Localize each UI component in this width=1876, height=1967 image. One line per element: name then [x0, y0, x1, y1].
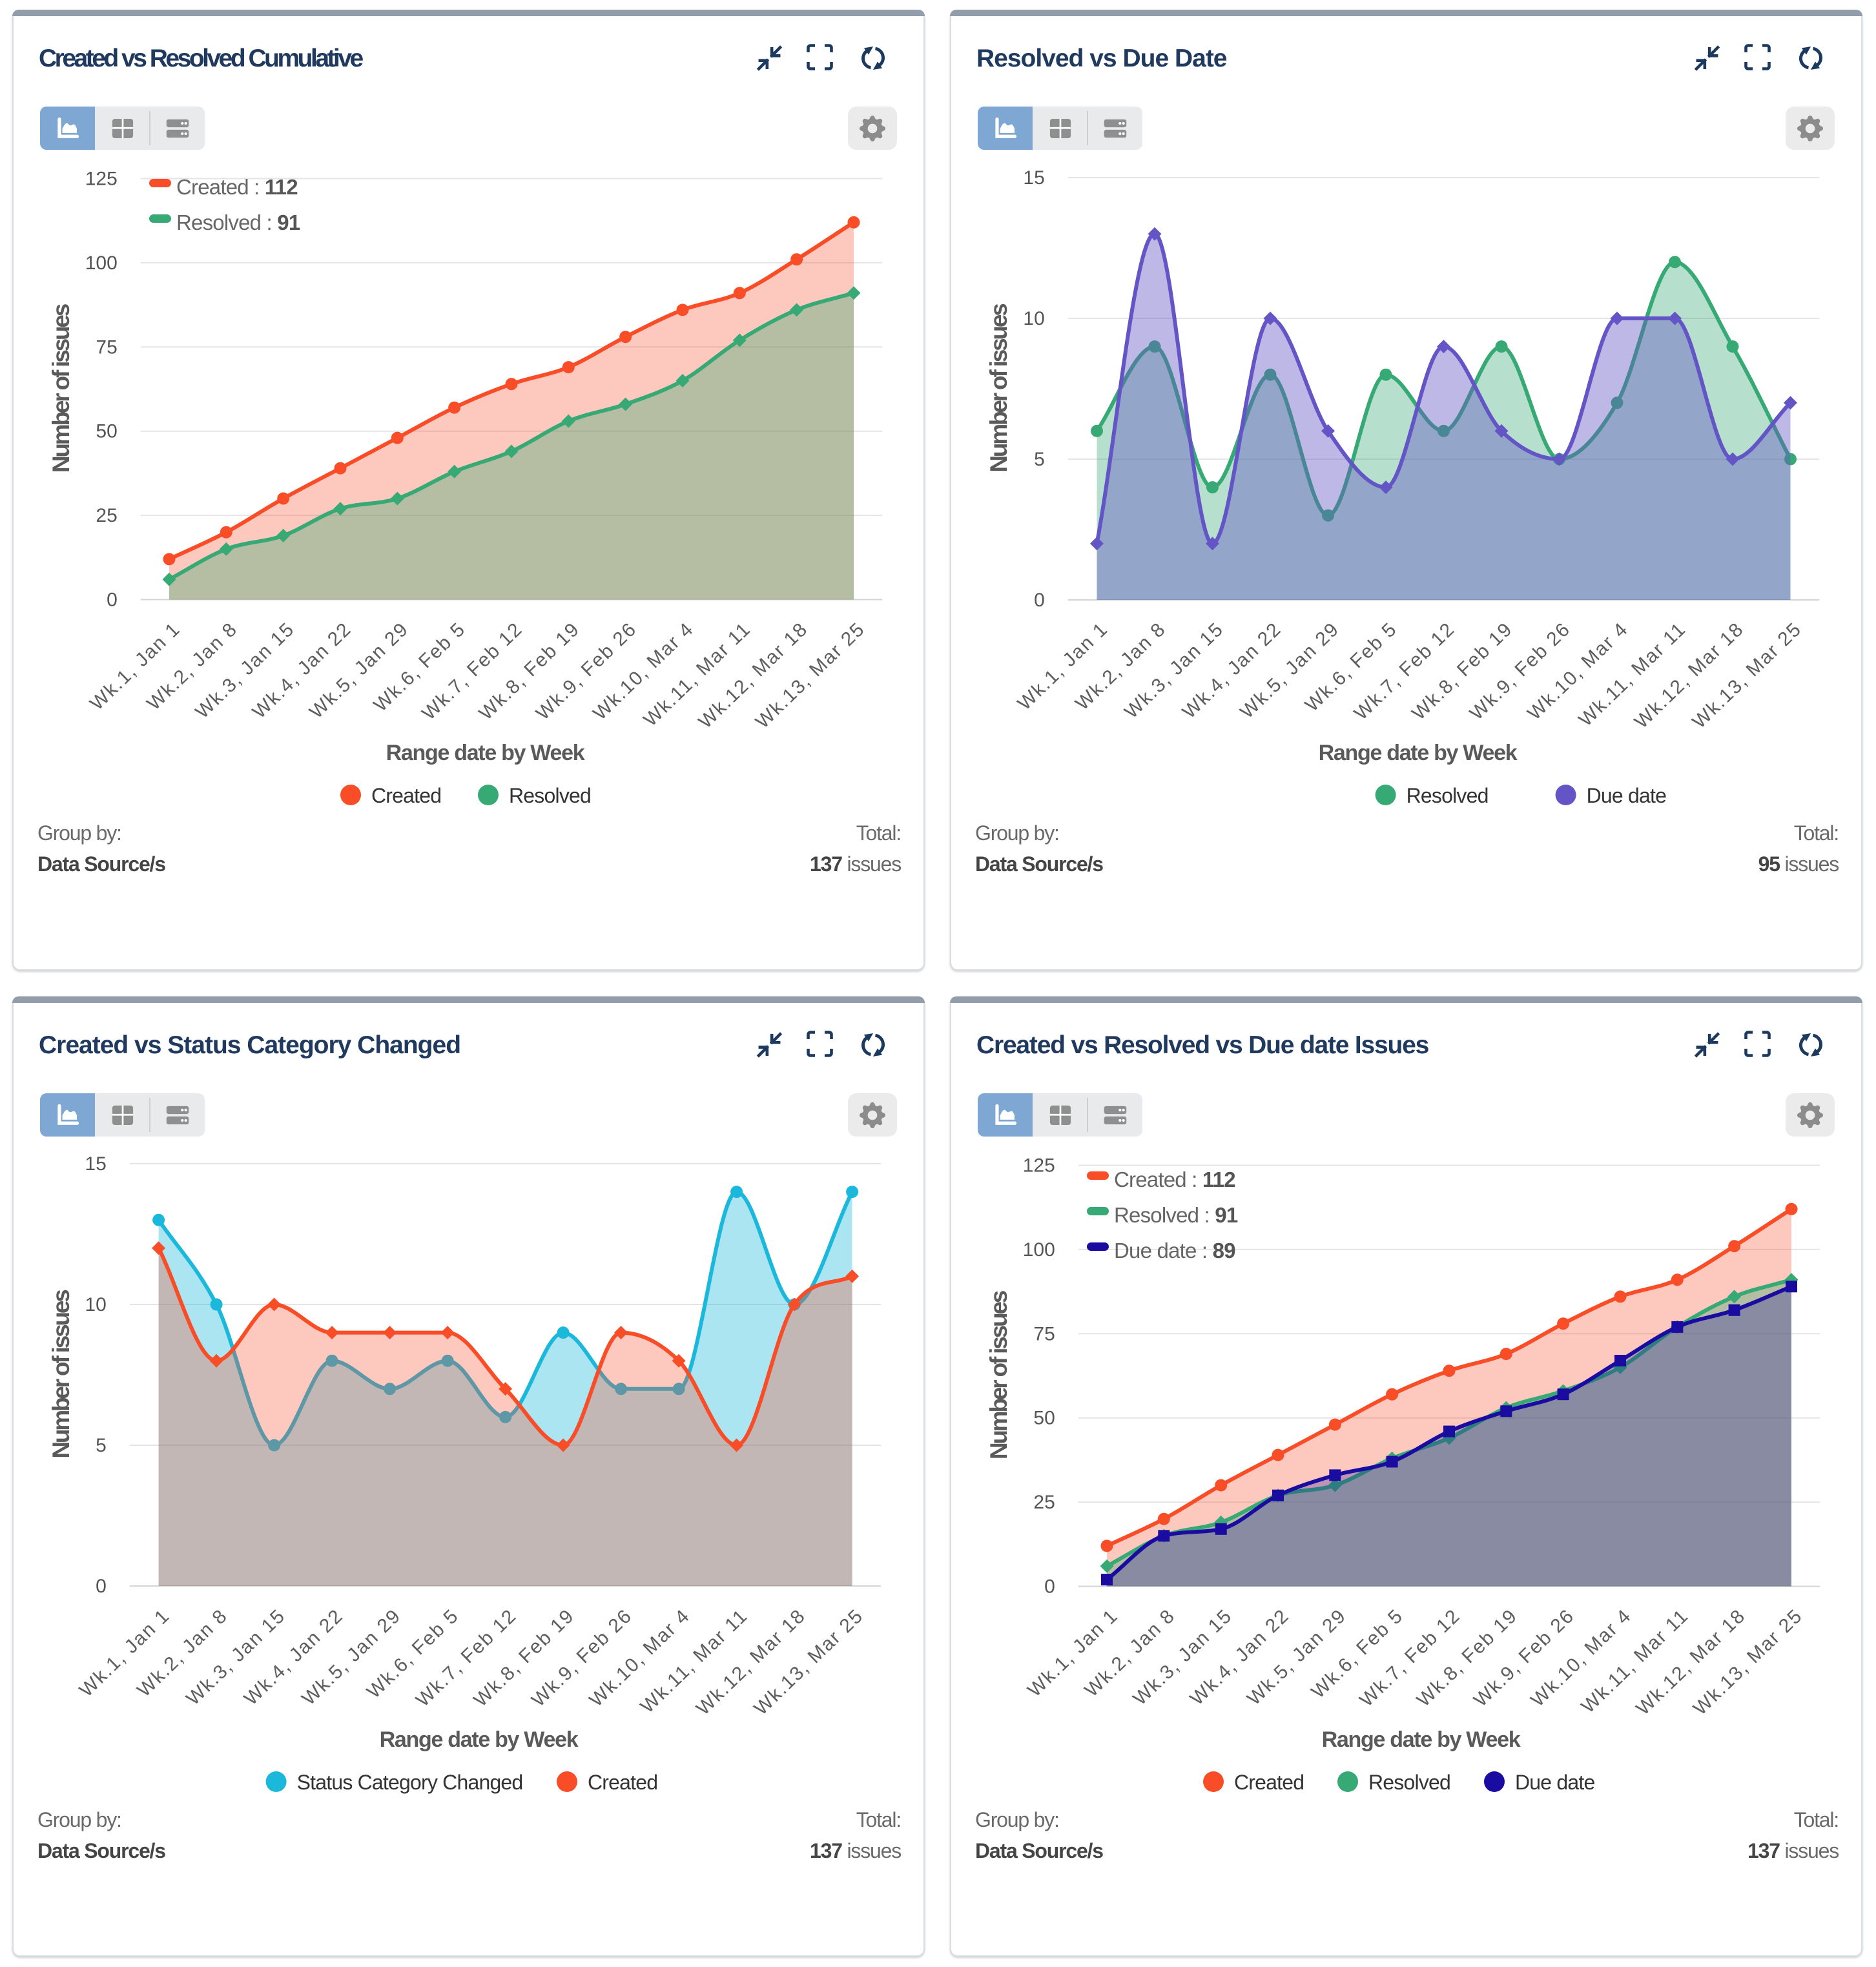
svg-text:Wk.3, Jan 15: Wk.3, Jan 15 — [191, 618, 298, 723]
svg-text:75: 75 — [96, 336, 117, 358]
svg-text:Resolved: Resolved — [1368, 1771, 1450, 1794]
svg-text:5: 5 — [96, 1435, 107, 1456]
svg-text:Wk.9, Feb 26: Wk.9, Feb 26 — [1470, 1605, 1579, 1711]
svg-text:Resolved: Resolved — [1407, 784, 1489, 807]
svg-text:Created : 112: Created : 112 — [176, 175, 298, 199]
svg-text:125: 125 — [1023, 1155, 1055, 1177]
svg-text:100: 100 — [1023, 1239, 1055, 1261]
svg-text:0: 0 — [1034, 590, 1045, 611]
svg-text:Wk.5, Jan 29: Wk.5, Jan 29 — [305, 618, 413, 723]
svg-text:Wk.3, Jan 15: Wk.3, Jan 15 — [1120, 618, 1228, 723]
svg-text:Wk.8, Feb 19: Wk.8, Feb 19 — [469, 1605, 579, 1711]
svg-text:Wk.13, Mar 25: Wk.13, Mar 25 — [1689, 1605, 1807, 1719]
svg-text:0: 0 — [1044, 1576, 1055, 1598]
svg-text:25: 25 — [1033, 1492, 1055, 1513]
svg-text:Wk.10, Mar 4: Wk.10, Mar 4 — [585, 1605, 694, 1711]
svg-text:Wk.3, Jan 15: Wk.3, Jan 15 — [1129, 1605, 1236, 1709]
svg-text:Wk.7, Feb 12: Wk.7, Feb 12 — [412, 1605, 521, 1711]
svg-text:Wk.9, Feb 26: Wk.9, Feb 26 — [532, 618, 641, 724]
svg-text:Wk.5, Jan 29: Wk.5, Jan 29 — [298, 1605, 405, 1709]
svg-text:Wk.8, Feb 19: Wk.8, Feb 19 — [1408, 618, 1517, 724]
svg-text:10: 10 — [85, 1294, 106, 1315]
svg-text:Range date by Week: Range date by Week — [386, 741, 585, 765]
svg-text:Resolved : 91: Resolved : 91 — [176, 211, 300, 234]
svg-text:Wk.9, Feb 26: Wk.9, Feb 26 — [1466, 618, 1575, 724]
svg-text:Range date by Week: Range date by Week — [380, 1727, 579, 1752]
svg-text:15: 15 — [85, 1153, 106, 1175]
svg-text:Wk.13, Mar 25: Wk.13, Mar 25 — [752, 618, 869, 732]
svg-text:Created : 112: Created : 112 — [1114, 1168, 1235, 1191]
svg-text:75: 75 — [1033, 1323, 1055, 1344]
svg-text:Wk.9, Feb 26: Wk.9, Feb 26 — [528, 1605, 637, 1711]
svg-text:Range date by Week: Range date by Week — [1319, 741, 1518, 765]
svg-text:50: 50 — [96, 421, 117, 442]
svg-text:50: 50 — [1033, 1408, 1055, 1429]
svg-text:Wk.5, Jan 29: Wk.5, Jan 29 — [1236, 618, 1343, 723]
svg-text:Due date: Due date — [1587, 784, 1666, 807]
svg-text:Wk.5, Jan 29: Wk.5, Jan 29 — [1243, 1605, 1350, 1709]
svg-text:Wk.7, Feb 12: Wk.7, Feb 12 — [418, 618, 527, 724]
svg-text:Wk.4, Jan 22: Wk.4, Jan 22 — [249, 618, 356, 723]
svg-text:Wk.12, Mar 18: Wk.12, Mar 18 — [692, 1605, 810, 1719]
svg-text:25: 25 — [96, 505, 117, 526]
svg-text:Wk.4, Jan 22: Wk.4, Jan 22 — [1186, 1605, 1294, 1709]
svg-text:Status Category Changed: Status Category Changed — [297, 1771, 523, 1794]
svg-text:Created: Created — [1234, 1771, 1304, 1794]
svg-text:Wk.11, Mar 11: Wk.11, Mar 11 — [637, 1605, 752, 1717]
svg-text:Wk.7, Feb 12: Wk.7, Feb 12 — [1355, 1605, 1465, 1711]
svg-text:0: 0 — [107, 590, 118, 611]
svg-text:Created: Created — [588, 1771, 657, 1794]
svg-text:Due date: Due date — [1515, 1771, 1594, 1794]
svg-text:Number of issues: Number of issues — [985, 304, 1012, 473]
svg-text:Wk.8, Feb 19: Wk.8, Feb 19 — [1413, 1605, 1522, 1711]
svg-text:Number of issues: Number of issues — [48, 1290, 74, 1459]
svg-text:Wk.7, Feb 12: Wk.7, Feb 12 — [1350, 618, 1459, 724]
svg-text:Wk.4, Jan 22: Wk.4, Jan 22 — [1179, 618, 1286, 723]
svg-text:125: 125 — [85, 169, 118, 190]
svg-text:Resolved : 91: Resolved : 91 — [1114, 1203, 1238, 1227]
svg-text:0: 0 — [96, 1576, 107, 1597]
svg-text:10: 10 — [1023, 308, 1044, 329]
svg-text:Wk.13, Mar 25: Wk.13, Mar 25 — [1688, 618, 1806, 732]
svg-text:Wk.11, Mar 11: Wk.11, Mar 11 — [1575, 618, 1691, 730]
svg-text:100: 100 — [85, 252, 118, 274]
svg-text:Wk.4, Jan 22: Wk.4, Jan 22 — [240, 1605, 347, 1709]
svg-text:Wk.3, Jan 15: Wk.3, Jan 15 — [182, 1605, 289, 1709]
svg-text:Wk.13, Mar 25: Wk.13, Mar 25 — [750, 1605, 868, 1719]
svg-text:Wk.10, Mar 4: Wk.10, Mar 4 — [589, 618, 698, 724]
svg-text:Resolved: Resolved — [509, 784, 591, 807]
svg-text:15: 15 — [1023, 167, 1044, 189]
svg-text:Wk.8, Feb 19: Wk.8, Feb 19 — [475, 618, 584, 724]
svg-text:Wk.12, Mar 18: Wk.12, Mar 18 — [1631, 618, 1748, 732]
svg-text:Number of issues: Number of issues — [48, 304, 74, 473]
svg-text:Range date by Week: Range date by Week — [1322, 1727, 1521, 1752]
svg-text:5: 5 — [1034, 449, 1045, 470]
svg-text:Wk.10, Mar 4: Wk.10, Mar 4 — [1527, 1605, 1636, 1711]
svg-text:Wk.10, Mar 4: Wk.10, Mar 4 — [1523, 618, 1633, 724]
svg-text:Due date : 89: Due date : 89 — [1114, 1239, 1235, 1262]
svg-text:Created: Created — [371, 784, 441, 807]
svg-text:Number of issues: Number of issues — [985, 1290, 1012, 1459]
